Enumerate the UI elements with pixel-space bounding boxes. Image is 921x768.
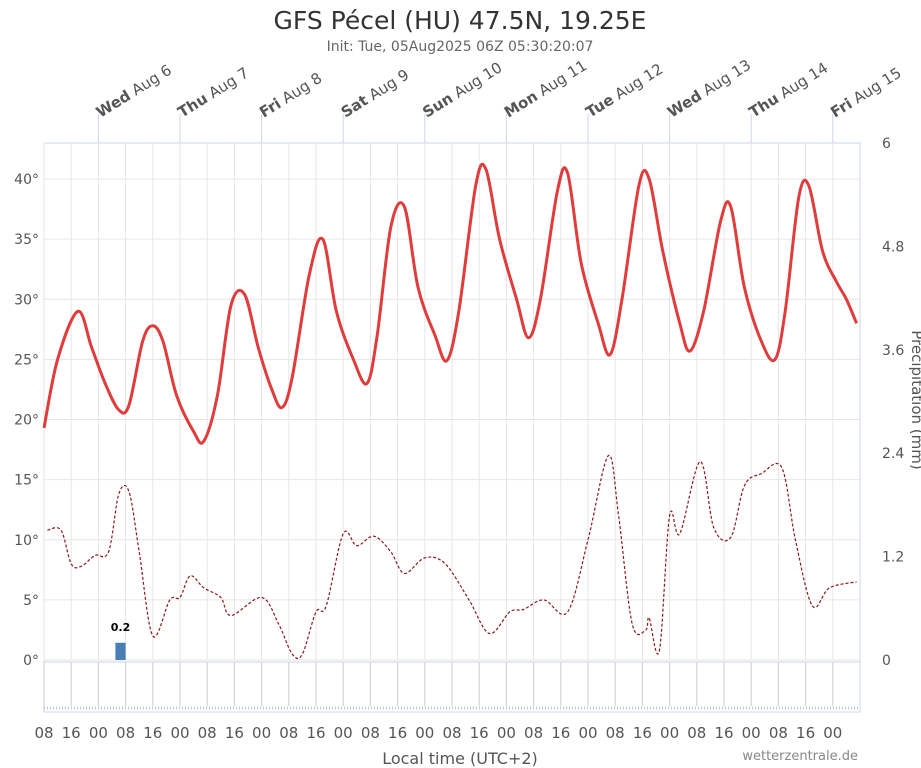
y-tick-label: 5° [23, 593, 39, 609]
x-tick-label: 08 [687, 724, 706, 742]
day-label: Thu Aug 14 [746, 59, 831, 122]
x-tick-label: 08 [361, 724, 380, 742]
day-label: Sat Aug 9 [338, 66, 412, 122]
day-date: Aug 13 [700, 56, 755, 99]
x-tick-label: 16 [225, 724, 244, 742]
day-weekday: Sun [419, 89, 456, 121]
x-tick-label: 00 [497, 724, 516, 742]
day-date: Aug 9 [366, 66, 413, 104]
day-label: Tue Aug 12 [583, 60, 667, 122]
y-tick-label: 35° [14, 232, 39, 248]
y-tick-label: 30° [14, 292, 39, 308]
x-tick-label: 16 [470, 724, 489, 742]
x-tick-label: 16 [714, 724, 733, 742]
day-label: Wed Aug 13 [664, 56, 754, 122]
day-weekday: Wed [664, 87, 705, 122]
day-date: Aug 8 [279, 69, 326, 107]
y2-tick-label: 6 [882, 136, 891, 152]
x-tick-label: 16 [388, 724, 407, 742]
x-tick-label: 08 [198, 724, 217, 742]
x-tick-label: 00 [170, 724, 189, 742]
y2-tick-label: 0 [882, 653, 891, 669]
x-tick-label: 00 [578, 724, 597, 742]
x-tick-label: 08 [279, 724, 298, 742]
y-tick-label: 25° [14, 352, 39, 368]
x-tick-label: 16 [143, 724, 162, 742]
x-tick-label: 00 [89, 724, 108, 742]
day-date: Aug 6 [128, 61, 175, 99]
day-weekday: Fri [827, 95, 855, 122]
day-label: Thu Aug 7 [175, 64, 252, 122]
x-tick-label: 16 [306, 724, 325, 742]
bar-value-label: 0.2 [111, 621, 131, 634]
x-tick-label: 16 [62, 724, 81, 742]
day-date: Aug 14 [777, 59, 832, 102]
day-label: Fri Aug 8 [256, 69, 325, 121]
x-tick-label: 00 [660, 724, 679, 742]
x-tick-label: 00 [415, 724, 434, 742]
x-tick-label: 08 [34, 724, 53, 742]
x-tick-label: 16 [551, 724, 570, 742]
x-tick-label: 08 [442, 724, 461, 742]
day-weekday: Fri [256, 95, 284, 122]
x-tick-label: 00 [742, 724, 761, 742]
day-weekday: Thu [175, 89, 211, 121]
precip-bar [115, 642, 126, 660]
x-tick-label: 00 [252, 724, 271, 742]
x-tick-label: 08 [116, 724, 135, 742]
y2-tick-label: 3.6 [882, 343, 904, 359]
chart-subtitle: Init: Tue, 05Aug2025 06Z 05:30:20:07 [327, 39, 594, 55]
day-date: Aug 11 [535, 56, 590, 99]
x-tick-label: 08 [606, 724, 625, 742]
x-tick-label: 08 [769, 724, 788, 742]
y-tick-label: 40° [14, 172, 39, 188]
day-weekday: Wed [93, 87, 134, 122]
line-series [42, 162, 858, 445]
y-tick-label: 15° [14, 473, 39, 489]
x-tick-label: 00 [334, 724, 353, 742]
day-weekday: Mon [501, 87, 541, 121]
y-tick-label: 0° [23, 653, 39, 669]
day-label: Mon Aug 11 [501, 56, 590, 121]
x-tick-label: 08 [524, 724, 543, 742]
day-date: Aug 7 [205, 64, 252, 102]
day-label: Fri Aug 15 [827, 64, 904, 122]
day-date: Aug 15 [850, 64, 905, 107]
y2-axis-title: Precipitation (mm) [908, 330, 921, 469]
day-date: Aug 12 [612, 60, 667, 103]
x-tick-label: 00 [823, 724, 842, 742]
day-label: Sun Aug 10 [419, 58, 505, 121]
credit: wetterzentrale.de [742, 749, 858, 764]
day-label: Wed Aug 6 [93, 61, 175, 121]
day-date: Aug 10 [451, 58, 506, 101]
x-tick-label: 16 [796, 724, 815, 742]
y2-tick-label: 4.8 [882, 239, 904, 255]
chart-title: GFS Pécel (HU) 47.5N, 19.25E [274, 6, 647, 35]
y-tick-label: 20° [14, 413, 39, 429]
x-tick-label: 16 [633, 724, 652, 742]
y-tick-label: 10° [14, 533, 39, 549]
y2-tick-label: 1.2 [882, 550, 904, 566]
day-weekday: Thu [746, 89, 782, 121]
y2-tick-label: 2.4 [882, 446, 904, 462]
x-axis-title: Local time (UTC+2) [382, 749, 538, 768]
